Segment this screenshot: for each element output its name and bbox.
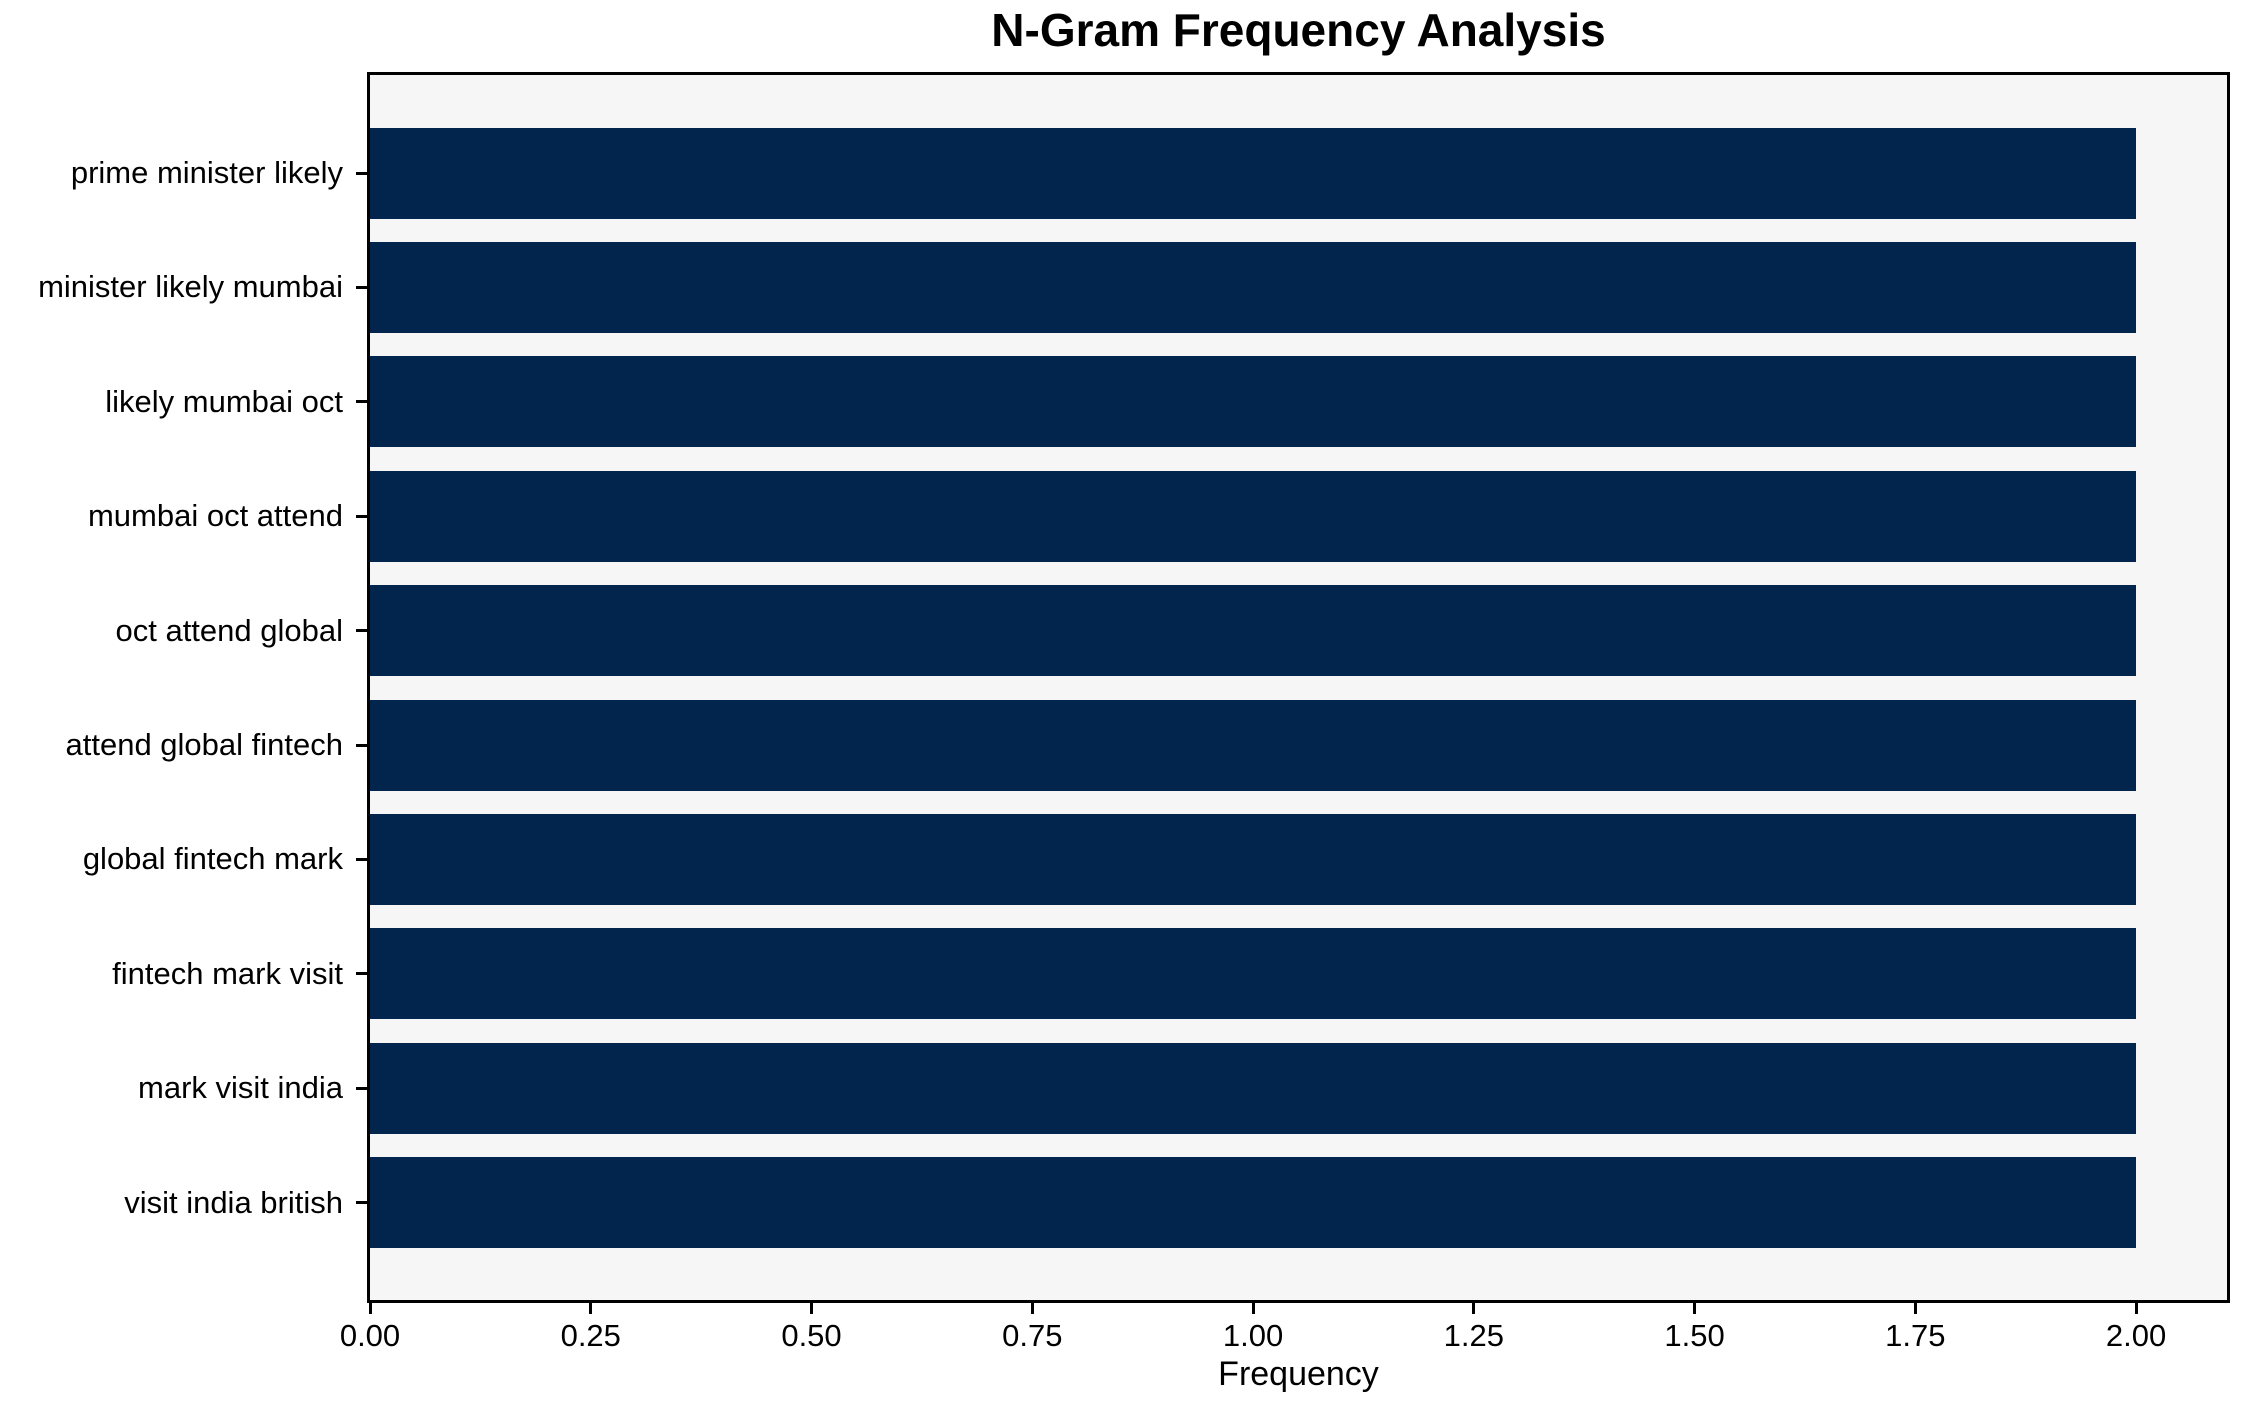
x-tick-mark <box>1693 1303 1697 1314</box>
y-tick-mark <box>356 171 367 175</box>
x-tick-label: 0.00 <box>339 1318 401 1353</box>
x-tick-label: 0.25 <box>560 1318 621 1353</box>
y-tick-label: global fintech mark <box>82 841 343 877</box>
bar <box>370 699 2137 791</box>
x-tick-mark <box>589 1303 593 1314</box>
bar <box>370 585 2137 677</box>
bar <box>370 127 2137 219</box>
y-tick-label: visit india british <box>124 1184 343 1220</box>
plot-area <box>367 72 2230 1303</box>
y-tick-label: mark visit india <box>138 1070 343 1106</box>
bar <box>370 813 2137 905</box>
x-tick-label: 0.50 <box>781 1318 842 1353</box>
x-tick-mark <box>810 1303 813 1314</box>
bar <box>370 356 2137 448</box>
x-tick-label: 1.75 <box>1885 1318 1946 1353</box>
x-tick-mark <box>1913 1303 1917 1314</box>
x-tick-mark <box>368 1303 372 1314</box>
y-tick-mark <box>356 857 367 861</box>
x-tick-label: 2.00 <box>2105 1318 2167 1353</box>
x-tick-label: 1.25 <box>1443 1318 1504 1353</box>
y-tick-label: oct attend global <box>115 612 343 648</box>
x-tick-mark <box>1472 1303 1476 1314</box>
bar <box>370 470 2137 562</box>
x-tick-mark <box>1251 1303 1255 1314</box>
x-tick-mark <box>1030 1303 1034 1314</box>
y-tick-mark <box>356 972 367 976</box>
y-tick-mark <box>356 1201 367 1205</box>
y-tick-mark <box>356 629 367 633</box>
x-tick-label: 0.75 <box>1002 1318 1063 1353</box>
bar <box>370 1042 2137 1134</box>
x-tick-label: 1.50 <box>1664 1318 1725 1353</box>
y-tick-label: fintech mark visit <box>112 955 343 991</box>
x-tick-label: 1.00 <box>1222 1318 1284 1353</box>
chart-title: N-Gram Frequency Analysis <box>991 4 1606 56</box>
y-tick-mark <box>356 514 367 518</box>
y-tick-label: minister likely mumbai <box>38 269 343 305</box>
y-tick-mark <box>356 400 367 404</box>
bar <box>370 241 2137 333</box>
y-tick-label: mumbai oct attend <box>87 498 343 534</box>
x-tick-mark <box>2134 1303 2138 1314</box>
y-tick-label: attend global fintech <box>65 727 344 762</box>
x-axis-title: Frequency <box>1218 1355 1379 1393</box>
y-tick-mark <box>356 285 367 289</box>
y-tick-label: likely mumbai oct <box>105 383 343 419</box>
y-tick-mark <box>356 743 367 747</box>
bar <box>370 1157 2137 1249</box>
bar <box>370 928 2137 1020</box>
y-tick-label: prime minister likely <box>70 155 343 190</box>
y-tick-mark <box>356 1086 367 1090</box>
